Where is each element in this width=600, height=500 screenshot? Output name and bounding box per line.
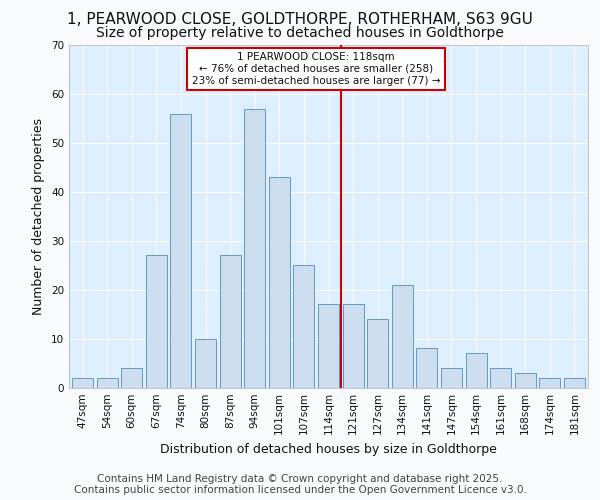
- Bar: [293, 265, 314, 388]
- Bar: [72, 378, 93, 388]
- Bar: [490, 368, 511, 388]
- X-axis label: Distribution of detached houses by size in Goldthorpe: Distribution of detached houses by size …: [160, 443, 497, 456]
- Bar: [392, 285, 413, 388]
- Bar: [97, 378, 118, 388]
- Bar: [170, 114, 191, 388]
- Bar: [121, 368, 142, 388]
- Text: Size of property relative to detached houses in Goldthorpe: Size of property relative to detached ho…: [96, 26, 504, 40]
- Bar: [146, 256, 167, 388]
- Bar: [195, 338, 216, 388]
- Bar: [466, 353, 487, 388]
- Bar: [318, 304, 339, 388]
- Bar: [220, 256, 241, 388]
- Text: 1, PEARWOOD CLOSE, GOLDTHORPE, ROTHERHAM, S63 9GU: 1, PEARWOOD CLOSE, GOLDTHORPE, ROTHERHAM…: [67, 12, 533, 27]
- Bar: [564, 378, 585, 388]
- Text: 1 PEARWOOD CLOSE: 118sqm
← 76% of detached houses are smaller (258)
23% of semi-: 1 PEARWOOD CLOSE: 118sqm ← 76% of detach…: [192, 52, 440, 86]
- Bar: [539, 378, 560, 388]
- Bar: [367, 319, 388, 388]
- Bar: [441, 368, 462, 388]
- Text: Contains public sector information licensed under the Open Government Licence v3: Contains public sector information licen…: [74, 485, 526, 495]
- Bar: [343, 304, 364, 388]
- Bar: [416, 348, 437, 388]
- Bar: [244, 108, 265, 388]
- Y-axis label: Number of detached properties: Number of detached properties: [32, 118, 46, 315]
- Bar: [269, 177, 290, 388]
- Text: Contains HM Land Registry data © Crown copyright and database right 2025.: Contains HM Land Registry data © Crown c…: [97, 474, 503, 484]
- Bar: [515, 373, 536, 388]
